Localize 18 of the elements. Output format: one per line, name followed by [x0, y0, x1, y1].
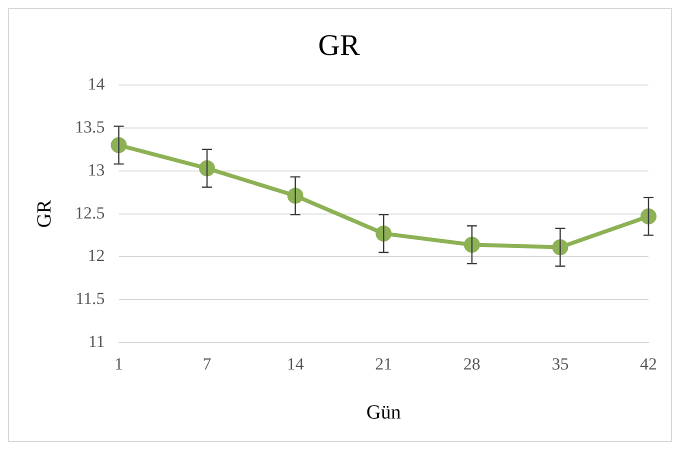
x-tick-label: 28	[463, 354, 480, 374]
y-tick-label: 14	[88, 74, 106, 94]
y-tick-label: 11	[88, 332, 105, 352]
x-tick-label: 14	[286, 354, 304, 374]
y-tick-label: 12.5	[75, 203, 105, 222]
chart-frame: Gün GR GR 1 7 14 21 28 35 42 11 11.5 12 12.5 13 13.5 14	[8, 8, 672, 442]
y-tick-label: 13	[88, 160, 105, 180]
x-tick-label: 7	[202, 354, 212, 374]
y-axis-title: GR	[33, 199, 56, 228]
x-tick-label: 42	[640, 354, 657, 374]
x-tick-label: 21	[375, 354, 392, 374]
x-axis-title: Gün	[366, 401, 401, 424]
y-tick-label: 13.5	[75, 117, 105, 136]
x-tick-label: 35	[552, 354, 569, 374]
chart-title: GR	[318, 28, 360, 62]
y-tick-label: 11.5	[76, 289, 105, 308]
y-tick-label: 12	[88, 246, 105, 266]
x-tick-label: 1	[114, 354, 123, 374]
